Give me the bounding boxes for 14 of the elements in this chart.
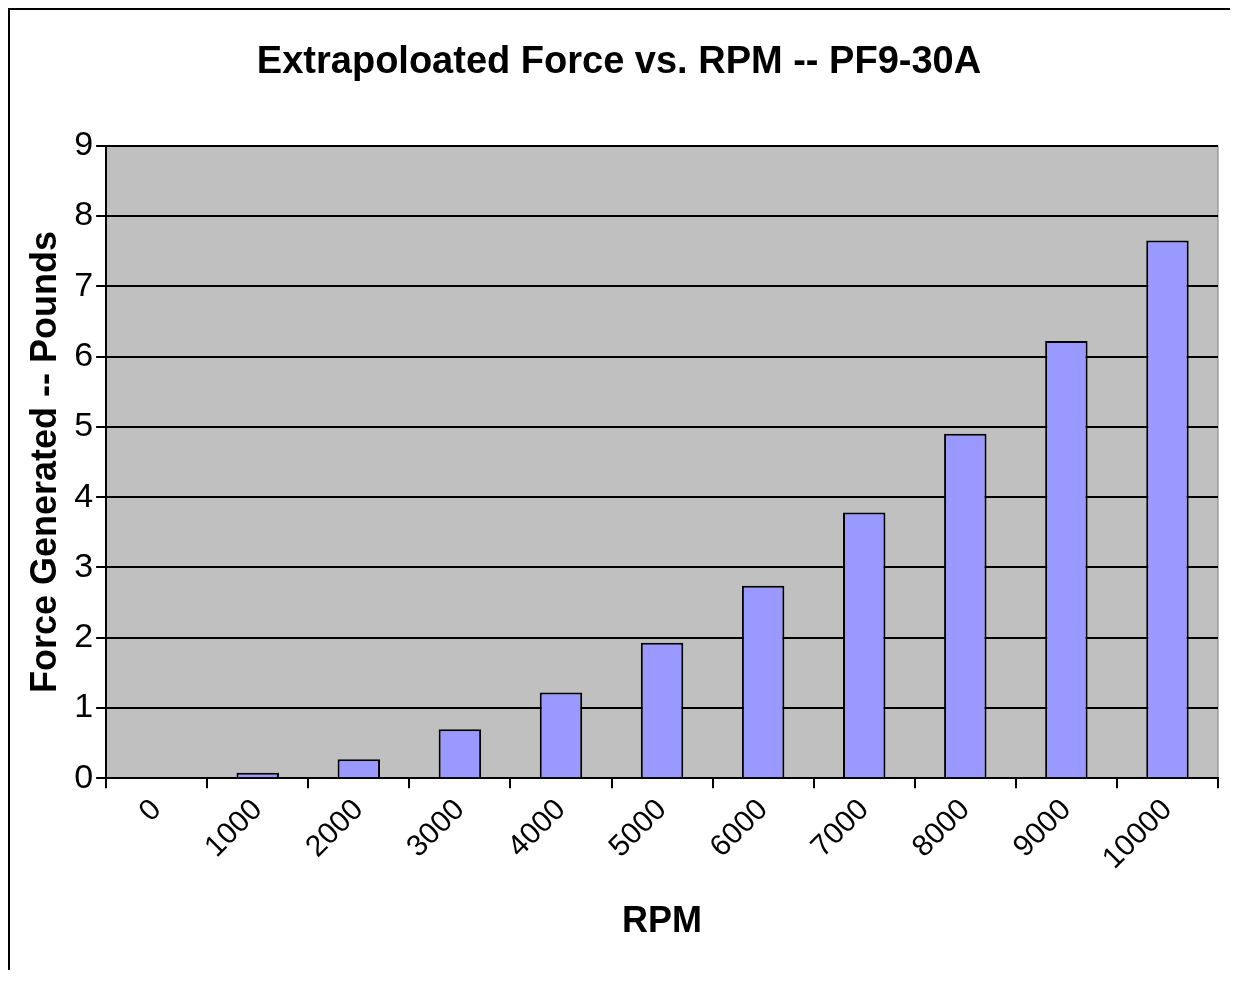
y-axis-title: Force Generated -- Pounds xyxy=(22,230,64,694)
y-tick-label: 1 xyxy=(74,686,94,725)
y-tick-label: 2 xyxy=(74,616,94,655)
chart-title: Extrapoloated Force vs. RPM -- PF9-30A xyxy=(256,39,982,82)
y-tick-label: 0 xyxy=(74,756,94,795)
y-tick-label: 9 xyxy=(74,123,94,162)
y-tick-label: 3 xyxy=(74,545,94,584)
y-tick-label: 6 xyxy=(74,334,94,373)
y-tick-label: 4 xyxy=(74,475,94,514)
x-tick-label: 0 xyxy=(131,791,167,827)
y-tick-label: 5 xyxy=(74,405,94,444)
x-axis-title: RPM xyxy=(622,899,703,941)
y-tick-label: 7 xyxy=(74,264,94,303)
y-tick-label: 8 xyxy=(74,194,94,233)
